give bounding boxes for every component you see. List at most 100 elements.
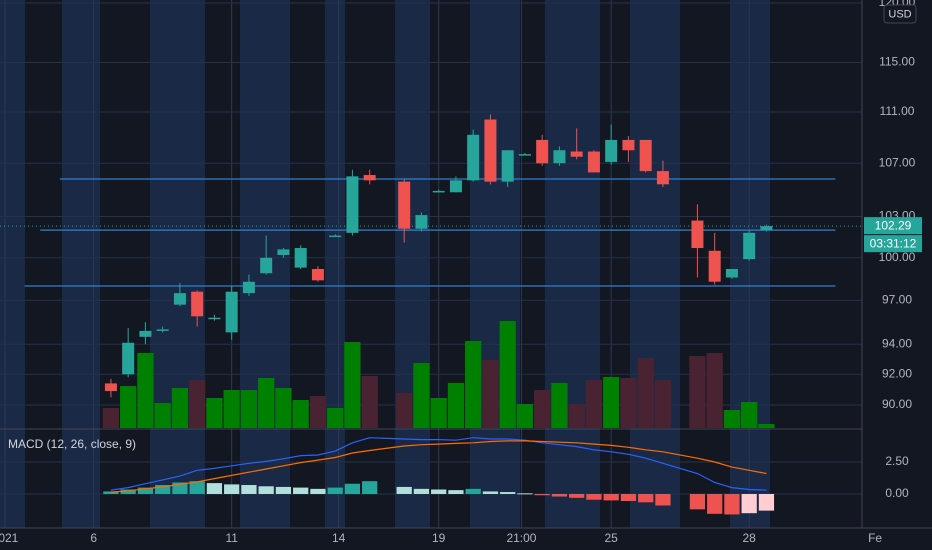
candle-body <box>605 139 618 162</box>
volume-bar <box>689 356 706 428</box>
session-band <box>470 0 520 528</box>
histogram-bar <box>482 491 499 494</box>
candle-body <box>536 139 549 164</box>
volume-bar <box>361 376 378 428</box>
candle-body <box>139 330 152 337</box>
histogram-bar <box>155 485 171 494</box>
countdown-box <box>864 235 922 253</box>
histogram-bar <box>534 493 550 496</box>
histogram-bar <box>551 493 568 497</box>
volume-bar <box>189 380 206 428</box>
y-tick-label: 0.00 <box>885 486 909 500</box>
histogram-bar <box>275 486 292 494</box>
x-tick-label: 11 <box>225 531 238 545</box>
candle-body <box>725 268 738 278</box>
session-band <box>630 0 680 528</box>
volume-bar <box>430 398 447 428</box>
candle-body <box>225 291 238 333</box>
session-band <box>150 0 205 528</box>
histogram-bar <box>638 493 654 503</box>
y-tick-label: 111.00 <box>880 104 915 118</box>
signal-line <box>110 440 767 493</box>
histogram-bar <box>517 493 533 495</box>
session-band <box>395 0 430 528</box>
candle-body <box>260 257 273 274</box>
candle-body <box>277 249 290 255</box>
candle-body <box>398 181 411 229</box>
volume-bar <box>585 380 603 428</box>
histogram-bar <box>327 487 343 494</box>
volume-bar <box>447 383 465 428</box>
candle-body <box>639 139 652 172</box>
volume-bar <box>171 388 189 428</box>
y-tick-label: 92.00 <box>882 366 912 380</box>
histogram-bar <box>241 485 257 494</box>
candle-body <box>432 190 445 193</box>
histogram-bar <box>569 493 585 498</box>
candle-body <box>484 119 497 182</box>
macd-line <box>110 437 767 491</box>
y-tick-label: 97.00 <box>882 293 912 307</box>
volume-bar <box>551 383 568 428</box>
histogram-bar <box>465 488 481 494</box>
candle-body <box>294 248 307 268</box>
volume-bar <box>223 390 240 428</box>
x-tick-label: 21:00 <box>506 531 536 545</box>
session-band <box>325 0 345 528</box>
histogram-bar <box>224 484 240 494</box>
volume-bar <box>327 408 344 428</box>
volume-bar <box>723 410 741 428</box>
volume-bar <box>499 321 516 428</box>
candle-body <box>467 134 480 181</box>
histogram-bar <box>172 482 188 494</box>
histogram-bar <box>396 486 412 494</box>
y-tick-label: 100.00 <box>879 250 916 264</box>
candle-body <box>156 329 169 331</box>
histogram-bar <box>120 489 136 494</box>
x-tick-label: 6 <box>90 531 97 545</box>
volume-bar <box>137 353 154 428</box>
candle-body <box>191 291 204 317</box>
countdown-label: 03:31:12 <box>870 236 917 250</box>
volume-bar <box>620 378 637 428</box>
candle-body <box>553 150 566 164</box>
y-tick-label: 90.00 <box>882 397 912 411</box>
histogram-bar <box>103 491 119 494</box>
histogram-bar <box>741 493 757 514</box>
candle-body <box>691 220 704 249</box>
candle-body <box>208 317 221 320</box>
candle-body <box>518 154 531 156</box>
candle-body <box>311 268 324 281</box>
candle-body <box>363 175 376 181</box>
price-axis <box>862 0 932 528</box>
session-band <box>0 0 25 528</box>
histogram-bar <box>189 481 205 494</box>
histogram-bar <box>758 493 775 511</box>
histogram-bar <box>258 486 274 494</box>
volume-bar <box>413 363 430 428</box>
currency-box <box>883 4 917 24</box>
candle-body <box>570 151 583 157</box>
candle-body <box>656 171 669 185</box>
currency-label: USD <box>888 8 911 20</box>
candle-body <box>449 180 462 193</box>
histogram-bar <box>137 487 154 494</box>
volume-bar <box>482 360 499 428</box>
histogram-bar <box>586 493 602 500</box>
histogram-bar <box>724 493 740 515</box>
histogram-bar <box>344 483 361 494</box>
candle-body <box>122 342 135 375</box>
x-tick-label: 19 <box>432 531 446 545</box>
volume-bar <box>206 398 223 428</box>
y-tick-label: 94.00 <box>882 336 912 350</box>
x-tick-label: Fe <box>868 531 882 545</box>
volume-bar <box>706 353 723 428</box>
volume-bar <box>120 386 137 428</box>
volume-bar <box>396 393 413 428</box>
session-band <box>730 0 770 528</box>
volume-bar <box>292 400 309 428</box>
histogram-bar <box>689 493 706 510</box>
